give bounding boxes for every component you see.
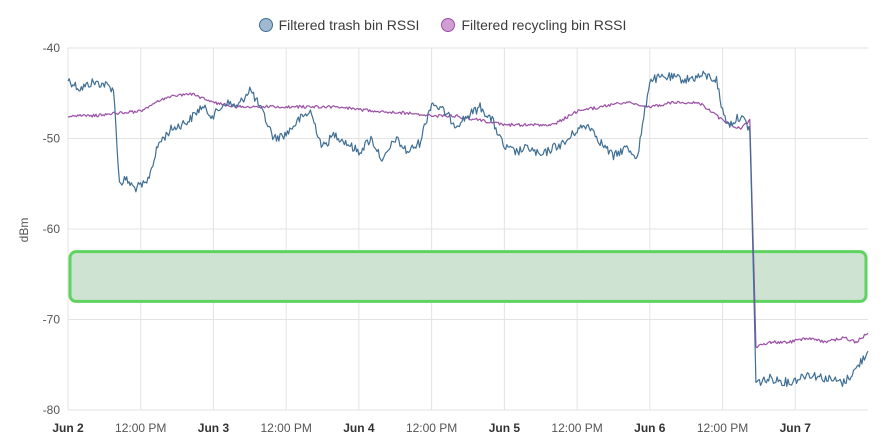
legend-item-trash[interactable]: Filtered trash bin RSSI [258, 17, 420, 33]
x-tick-label: Jun 4 [343, 421, 375, 435]
x-tick-label: Jun 6 [634, 421, 666, 435]
highlight-band-group [68, 250, 868, 303]
series-line-trash[interactable] [67, 70, 869, 387]
highlight-band [68, 250, 868, 303]
series-group [67, 70, 869, 387]
x-tick-label: 12:00 PM [406, 421, 457, 435]
y-tick-label: -50 [43, 132, 61, 146]
legend-swatch-trash [258, 18, 273, 32]
grid [67, 47, 868, 411]
x-axis: Jun 2 12:00 PM Jun 3 12:00 PM Jun 4 12:00 PM J… [52, 421, 811, 435]
legend: Filtered trash bin RSSI Filtered recycli… [0, 14, 885, 36]
x-tick-label: 12:00 PM [115, 421, 166, 435]
legend-label-trash: Filtered trash bin RSSI [278, 17, 420, 33]
y-tick-label: -60 [43, 222, 61, 236]
y-axis: -40 -50 -60 -70 -80 [43, 41, 61, 417]
x-tick-label: Jun 7 [780, 421, 812, 435]
legend-label-recycling: Filtered recycling bin RSSI [461, 17, 627, 33]
y-tick-label: -40 [43, 41, 61, 55]
legend-item-recycling[interactable]: Filtered recycling bin RSSI [441, 17, 626, 33]
legend-swatch-recycling [441, 18, 456, 32]
y-tick-label: -70 [43, 313, 61, 327]
x-tick-label: 12:00 PM [551, 421, 602, 435]
x-tick-label: 12:00 PM [260, 421, 311, 435]
series-line-recycling[interactable] [67, 92, 869, 349]
y-tick-label: -80 [43, 403, 61, 417]
x-tick-label: 12:00 PM [697, 421, 748, 435]
y-axis-label: dBm [17, 218, 31, 243]
x-tick-label: Jun 5 [489, 421, 521, 435]
x-tick-label: Jun 2 [52, 421, 84, 435]
x-tick-label: Jun 3 [198, 421, 230, 435]
